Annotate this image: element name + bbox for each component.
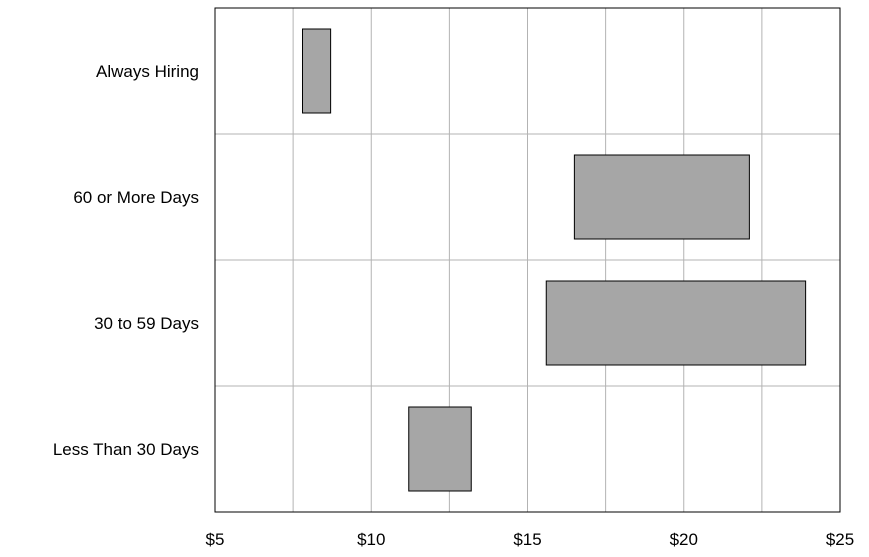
bar-less-than-30-days xyxy=(408,406,472,492)
bar-always-hiring xyxy=(302,28,332,114)
x-tick-label: $10 xyxy=(357,530,385,549)
x-tick-labels: $5 $10 $15 $20 $25 xyxy=(206,530,855,549)
bar-30-to-59-days xyxy=(545,280,807,366)
x-tick-label: $5 xyxy=(206,530,225,549)
plot-frame xyxy=(214,7,841,513)
y-tick-label: Always Hiring xyxy=(96,62,199,81)
x-tick-label: $15 xyxy=(513,530,541,549)
grid xyxy=(215,8,840,512)
y-tick-labels: Always Hiring 60 or More Days 30 to 59 Day… xyxy=(53,62,199,459)
x-tick-label: $20 xyxy=(670,530,698,549)
x-tick-label: $25 xyxy=(826,530,854,549)
y-tick-label: Less Than 30 Days xyxy=(53,440,199,459)
y-tick-label: 30 to 59 Days xyxy=(94,314,199,333)
bar-60-or-more-days xyxy=(573,154,750,240)
y-tick-label: 60 or More Days xyxy=(73,188,199,207)
bars xyxy=(302,28,807,492)
